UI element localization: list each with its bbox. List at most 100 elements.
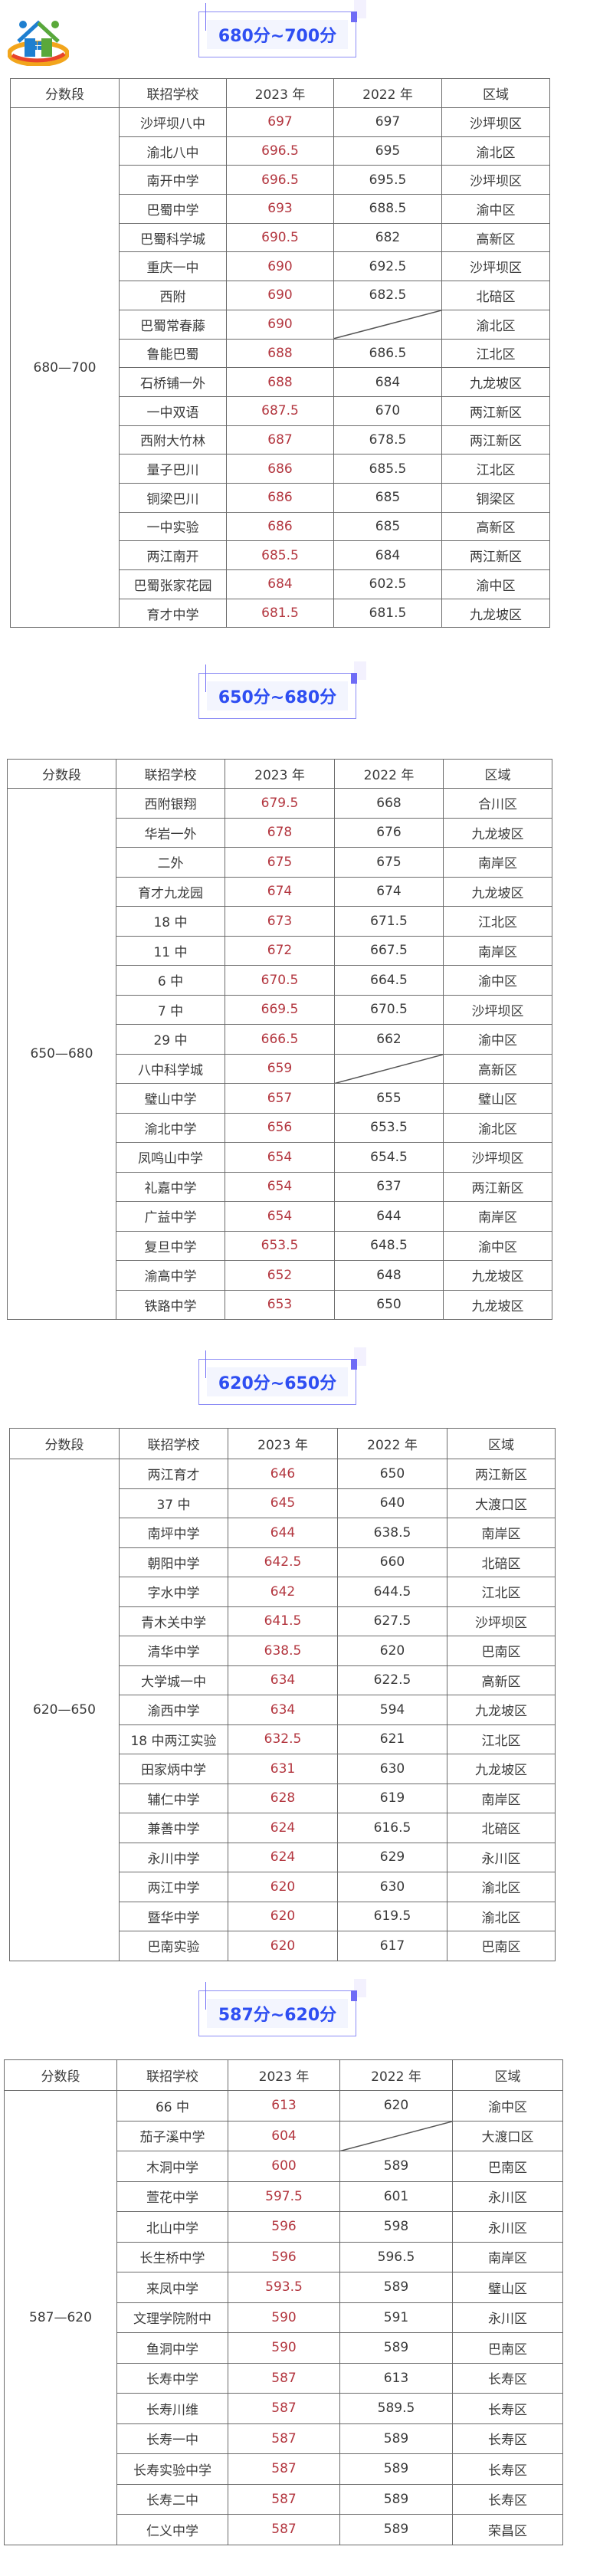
score-2023: 681.5: [226, 598, 334, 628]
district: 永川区: [452, 2181, 563, 2212]
district: 九龙坡区: [441, 367, 550, 397]
score-2023: 631: [228, 1754, 338, 1784]
score-2022: 640: [337, 1488, 447, 1518]
score-2023: 641.5: [228, 1606, 338, 1636]
score-2022: 596.5: [339, 2241, 453, 2272]
score-2023: 620: [228, 1931, 338, 1961]
score-2022: 602.5: [333, 569, 442, 599]
table-row: 长寿实验中学 587 589 长寿区: [5, 2453, 563, 2485]
district: 北碚区: [447, 1547, 556, 1577]
school-name: 渝高中学: [116, 1260, 225, 1291]
score-2022: 589: [339, 2483, 453, 2515]
score-2022: 686.5: [333, 338, 442, 369]
score-2023: 587: [228, 2453, 340, 2485]
score-2023: 593.5: [228, 2272, 340, 2303]
table-row: 广益中学 654 644 南岸区: [8, 1201, 552, 1232]
score-2023: 678: [225, 817, 335, 848]
column-header: 区域: [441, 78, 550, 108]
score-2022: 650: [334, 1289, 444, 1320]
score-2023: 634: [228, 1695, 338, 1725]
score-2022: 692.5: [333, 251, 442, 282]
score-2023: 620: [228, 1901, 338, 1931]
score-2022: 660: [337, 1547, 447, 1577]
score-2022: 589.5: [339, 2393, 453, 2424]
column-header: 分数段: [9, 1428, 120, 1459]
table-row: 两江南开 685.5 684 两江新区: [11, 540, 550, 570]
school-name: 66 中: [116, 2090, 228, 2122]
table-row: 11 中 672 667.5 南岸区: [8, 935, 552, 966]
score-2022: 655: [334, 1083, 444, 1114]
table-row: 650—680 西附银翔 679.5 668 合川区: [7, 788, 552, 1320]
district: 大渡口区: [452, 2120, 563, 2151]
school-name: 长生桥中学: [116, 2241, 228, 2272]
diagonal-slash: [340, 2122, 452, 2151]
score-2022: 589: [339, 2272, 453, 2303]
district: 南岸区: [447, 1518, 556, 1548]
score-2022-empty: [333, 309, 442, 340]
score-2023: 587: [228, 2362, 340, 2394]
district: 渝中区: [443, 1024, 552, 1055]
district: 沙坪坝区: [441, 107, 550, 137]
score-2022: 671.5: [334, 906, 444, 937]
score-2022: 594: [337, 1695, 447, 1725]
district: 渝中区: [443, 965, 552, 996]
score-2022: 627.5: [337, 1606, 447, 1636]
district: 巴南区: [447, 1636, 556, 1666]
section-title: 680分~700分: [207, 20, 348, 49]
district: 长寿区: [452, 2393, 563, 2424]
district: 合川区: [443, 788, 552, 819]
score-2023: 604: [228, 2120, 340, 2151]
table-row: 量子巴川 686 685.5 江北区: [11, 454, 550, 484]
score-2023: 632.5: [228, 1724, 338, 1754]
district: 江北区: [443, 906, 552, 937]
district: 永川区: [447, 1842, 556, 1872]
score-2023: 628: [228, 1783, 338, 1813]
score-2022: 637: [334, 1171, 444, 1202]
table-row: 18 中 673 671.5 江北区: [8, 906, 552, 937]
score-2023: 587: [228, 2483, 340, 2515]
column-header: 联招学校: [119, 78, 227, 108]
school-name: 铜梁巴川: [119, 482, 227, 513]
school-name: 朝阳中学: [119, 1547, 228, 1577]
table-row: 渝北八中 696.5 695 渝北区: [11, 136, 550, 166]
score-2023: 587: [228, 2393, 340, 2424]
school-name: 西附银翔: [116, 788, 225, 819]
section-title: 620分~650分: [207, 1367, 348, 1396]
school-name: 长寿中学: [116, 2362, 228, 2394]
score-table: 分数段 联招学校 2023 年 2022 年区域 587—620 66 中 613 620 渝中…: [4, 2059, 563, 2545]
score-2023: 693: [226, 194, 334, 224]
score-2023: 590: [228, 2302, 340, 2333]
school-name: 兼善中学: [119, 1813, 228, 1843]
district: 大渡口区: [447, 1488, 556, 1518]
table-row: 礼嘉中学 654 637 两江新区: [8, 1171, 552, 1202]
score-2022: 601: [339, 2181, 453, 2212]
score-2022: 622.5: [337, 1665, 447, 1695]
table-row: 石桥铺一外 688 684 九龙坡区: [11, 367, 550, 397]
school-name: 西附大竹林: [119, 425, 227, 455]
diagonal-slash: [335, 1055, 443, 1084]
table-row: 南开中学 696.5 695.5 沙坪坝区: [11, 165, 550, 195]
school-name: 西附: [119, 281, 227, 310]
score-2023: 656: [225, 1112, 335, 1143]
school-name: 清华中学: [119, 1636, 228, 1666]
table-row: 茄子溪中学 604 大渡口区: [5, 2120, 563, 2151]
score-2022: 678.5: [333, 425, 442, 455]
table-row: 辅仁中学 628 619 南岸区: [10, 1783, 556, 1813]
table-row: 西附大竹林 687 678.5 两江新区: [11, 425, 550, 455]
score-2022: 682.5: [333, 281, 442, 310]
score-2023: 590: [228, 2332, 340, 2364]
score-2022: 630: [337, 1754, 447, 1784]
score-2022: 667.5: [334, 935, 444, 966]
school-name: 田家炳中学: [119, 1754, 228, 1784]
school-name: 鲁能巴蜀: [119, 338, 227, 369]
district: 九龙坡区: [447, 1754, 556, 1784]
score-2023: 666.5: [225, 1024, 335, 1055]
school-name: 南开中学: [119, 165, 227, 195]
school-name: 11 中: [116, 935, 225, 966]
score-2023: 587: [228, 2514, 340, 2545]
column-header: 区域: [443, 759, 552, 789]
district: 沙坪坝区: [441, 251, 550, 282]
diagonal-slash: [334, 310, 441, 339]
score-2022: 598: [339, 2211, 453, 2243]
score-2022: 619.5: [337, 1901, 447, 1931]
